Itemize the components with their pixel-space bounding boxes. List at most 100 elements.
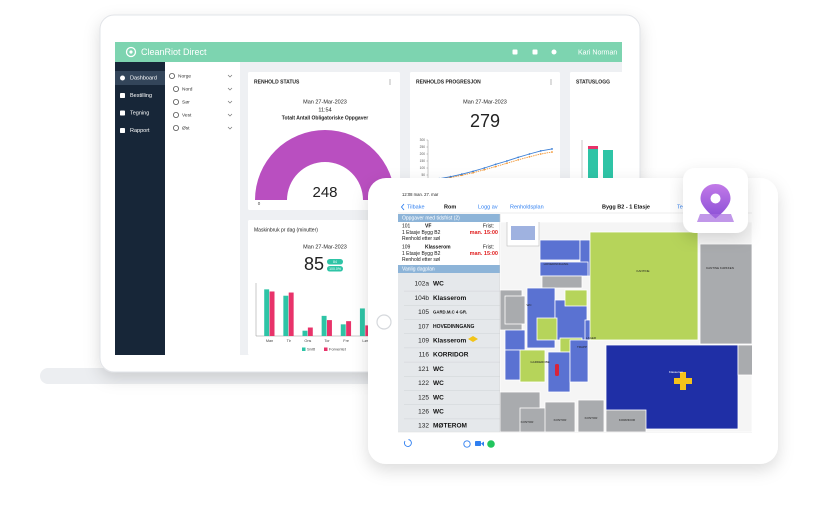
bar bbox=[302, 330, 308, 336]
x-tick-label: Lør bbox=[362, 339, 368, 343]
tree-item: Norge bbox=[178, 73, 191, 79]
card-time: 11:54 bbox=[318, 107, 331, 113]
line-point bbox=[517, 156, 520, 159]
menu-icon bbox=[120, 93, 125, 98]
plan-room bbox=[554, 299, 588, 341]
card-menu bbox=[389, 83, 391, 85]
plan-room bbox=[519, 349, 546, 383]
card-menu bbox=[389, 79, 391, 81]
room-number: 116 bbox=[419, 352, 430, 359]
plan-label: KONTOR bbox=[554, 418, 568, 422]
plan-room bbox=[577, 399, 605, 432]
line-point bbox=[483, 168, 486, 171]
card-title: STATUSLOGG bbox=[576, 79, 610, 85]
plan-room bbox=[569, 339, 589, 383]
card-date: Man 27-Mar-2023 bbox=[303, 99, 347, 105]
room-name: GARD.M.C 4 GR. bbox=[433, 310, 467, 315]
room-number: 102a bbox=[415, 281, 430, 288]
brand-logo bbox=[125, 46, 137, 58]
plan-label: Klasserom bbox=[669, 370, 684, 374]
line-point bbox=[528, 153, 531, 155]
gauge-arc bbox=[255, 130, 395, 200]
task-deadline-label: Frist: bbox=[483, 244, 494, 250]
bar bbox=[288, 292, 294, 336]
header-icon bbox=[532, 49, 538, 55]
tree-item: Vest bbox=[182, 112, 192, 118]
menu-item: Dashboard bbox=[130, 75, 157, 81]
plan-room bbox=[564, 289, 588, 307]
menu-icon bbox=[120, 128, 125, 133]
nav-item: Tilbake bbox=[407, 204, 425, 210]
plan-room bbox=[536, 317, 558, 341]
header-icon bbox=[551, 49, 557, 55]
plan-label: KANTINE bbox=[636, 269, 649, 273]
card-title: RENHOLD STATUS bbox=[254, 79, 300, 85]
menu-item: Tegning bbox=[130, 110, 149, 116]
camera-icon bbox=[475, 441, 481, 446]
status-bar bbox=[603, 150, 613, 182]
bar bbox=[321, 315, 327, 336]
bar bbox=[283, 295, 289, 336]
badge bbox=[327, 259, 343, 265]
plan-cross bbox=[674, 372, 692, 390]
badge-text: 100.0% bbox=[329, 267, 341, 271]
section-header bbox=[398, 214, 500, 222]
bar bbox=[365, 325, 371, 336]
room-name: Klasserom bbox=[433, 295, 466, 302]
floor-plan: HOVEDINNGANG KANTINE KANTINE KJØKKEN Klasse… bbox=[500, 222, 752, 432]
line-series bbox=[427, 148, 553, 181]
tree-item: Sør bbox=[182, 99, 190, 105]
refresh-icon bbox=[404, 439, 412, 447]
room-number: 109 bbox=[418, 338, 429, 345]
bar bbox=[359, 308, 365, 336]
plan-room bbox=[699, 243, 752, 345]
card-menu bbox=[550, 79, 552, 81]
room-number: 126 bbox=[418, 409, 429, 416]
room-name: KORRIDOR bbox=[433, 352, 469, 359]
plan-room bbox=[605, 409, 647, 432]
line-point bbox=[494, 165, 497, 168]
task-deadline-label: Frist: bbox=[483, 223, 494, 229]
line-series bbox=[427, 151, 553, 181]
room-number: 104b bbox=[415, 295, 430, 302]
room-number: 125 bbox=[418, 394, 429, 401]
section-title: Vanlig dagplan bbox=[402, 267, 435, 273]
tablet-screen: 12:08 man. 27. mar Tilbake Rom Logg av Renho… bbox=[398, 190, 752, 452]
line-point bbox=[494, 163, 497, 166]
room-list-bg bbox=[398, 273, 500, 432]
tree-chevron bbox=[227, 87, 233, 91]
plan-room bbox=[544, 401, 576, 432]
y-tick-label: 100 bbox=[420, 166, 426, 170]
x-tick-label: Fre bbox=[343, 339, 349, 343]
sidebar bbox=[115, 62, 165, 355]
room-number: 105 bbox=[418, 309, 429, 316]
tree-icon bbox=[172, 86, 179, 93]
room-name: WC bbox=[433, 366, 444, 373]
card-subtitle: Totalt Antall Obligatoriske Oppgaver bbox=[282, 115, 368, 121]
task-name: VF bbox=[425, 223, 431, 229]
room-number: 122 bbox=[418, 380, 429, 387]
bar bbox=[327, 320, 332, 336]
section-header bbox=[398, 265, 500, 273]
plan-room bbox=[541, 275, 583, 289]
line-point bbox=[506, 162, 508, 165]
task-name: Klasserom bbox=[425, 244, 451, 250]
card-menu bbox=[550, 83, 552, 85]
building-name: Bygg B2 - 1 Etasje bbox=[602, 204, 650, 210]
menu-icon bbox=[120, 110, 125, 116]
tree-item: Nord bbox=[182, 86, 193, 92]
room-name: Klasserom bbox=[433, 338, 466, 345]
task-location: 1 Etasje Bygg B2 bbox=[402, 251, 441, 257]
room-name: WC bbox=[433, 281, 444, 288]
bar bbox=[264, 289, 270, 336]
plan-label: WC bbox=[527, 303, 533, 307]
tree-icon bbox=[168, 73, 175, 80]
location-pin-hole bbox=[710, 193, 721, 204]
user-name: Kari Norman bbox=[578, 49, 617, 56]
online-indicator bbox=[487, 440, 495, 448]
legend-label: Snitt bbox=[307, 347, 316, 352]
brand-name: CleanRiot Direct bbox=[141, 47, 207, 57]
plan-room bbox=[504, 295, 526, 325]
